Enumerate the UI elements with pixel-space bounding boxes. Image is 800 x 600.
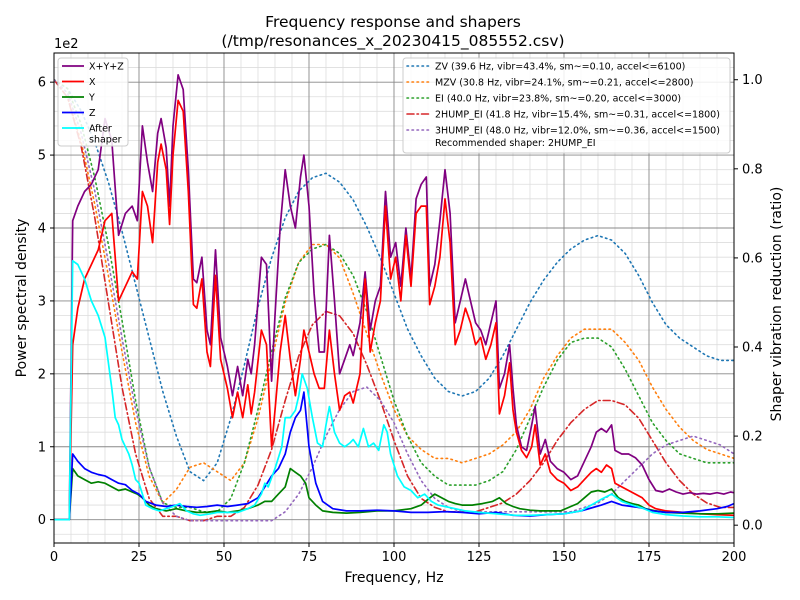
y-axis-title: Power spectral density [14,219,30,378]
chart-title-line2: (/tmp/resonances_x_20230415_085552.csv) [221,32,564,51]
shaper-curve-2 [54,78,734,513]
y-tick-label: 2 [38,367,46,382]
x-tick-label: 75 [301,550,318,565]
shaper-curves [54,78,734,522]
x-axis-title: Frequency, Hz [344,570,443,586]
legend-shaper-label: MZV (30.8 Hz, vibr=24.1%, sm~=0.21, acce… [435,78,694,89]
y-tick-label: 4 [38,222,46,237]
recommended-shaper-text: Recommended shaper: 2HUMP_EI [435,138,596,149]
legend-psd-label: X+Y+Z [89,62,124,73]
shaper-curve-0 [54,78,734,482]
x-tick-label: 175 [637,550,662,565]
y-tick-label: 1 [38,440,46,455]
y-axis-right-title: Shaper vibration reduction (ratio) [769,187,785,422]
legend-psd-label: After [89,124,112,135]
y-offset-label: 1e2 [54,37,79,52]
shaper-curve-1 [54,78,734,505]
legend-shaper-label: ZV (39.6 Hz, vibr=43.4%, sm~=0.10, accel… [435,62,685,73]
psd-curves [54,74,734,521]
legend-psd-box [57,57,129,147]
psd-curve-3 [54,391,734,521]
psd-curve-0 [54,74,734,521]
y-tick-label: 3 [38,294,46,309]
legend-psd-label: Z [89,108,96,119]
y-right-tick-label: 0.8 [742,162,763,177]
chart-title-line1: Frequency response and shapers [265,13,521,31]
y-right-tick-label: 0.6 [742,251,763,266]
legend-psd-label: Y [88,93,95,104]
psd-curve-1 [54,99,734,521]
psd-curve-4 [54,259,734,521]
legend-shapers: ZV (39.6 Hz, vibr=43.4%, sm~=0.10, accel… [402,57,731,154]
x-tick-label: 100 [382,550,407,565]
shaper-curve-3 [54,78,734,522]
y-right-tick-label: 0.4 [742,341,763,356]
x-tick-label: 200 [722,550,747,565]
y-right-tick-label: 1.0 [742,73,763,88]
legend-psd-label: X [89,77,96,88]
x-tick-label: 50 [216,550,233,565]
y-right-tick-label: 0.2 [742,430,763,445]
y-tick-label: 5 [38,149,46,164]
legend-shaper-label: EI (40.0 Hz, vibr=23.8%, sm~=0.20, accel… [435,94,681,105]
x-tick-label: 0 [50,550,58,565]
legend-psd-label: shaper [89,135,122,146]
legend-shaper-label: 2HUMP_EI (41.8 Hz, vibr=15.4%, sm~=0.31,… [435,110,720,121]
y-tick-label: 0 [38,513,46,528]
y-axis-right: 0.0 0.2 0.4 0.6 0.8 1.0 [734,73,763,534]
y-right-tick-label: 0.0 [742,519,763,534]
x-tick-label: 25 [131,550,148,565]
x-axis: 0 25 50 75 100 125 150 175 200 [50,543,747,565]
x-tick-label: 125 [467,550,492,565]
legend-shaper-label: 3HUMP_EI (48.0 Hz, vibr=12.0%, sm~=0.36,… [435,126,720,137]
shaper-curve-4 [54,78,734,522]
y-tick-label: 6 [38,76,46,91]
legend-shapers-box [402,57,731,154]
y-axis-left: 0 1 2 3 4 5 6 [38,76,54,528]
x-tick-label: 150 [552,550,577,565]
